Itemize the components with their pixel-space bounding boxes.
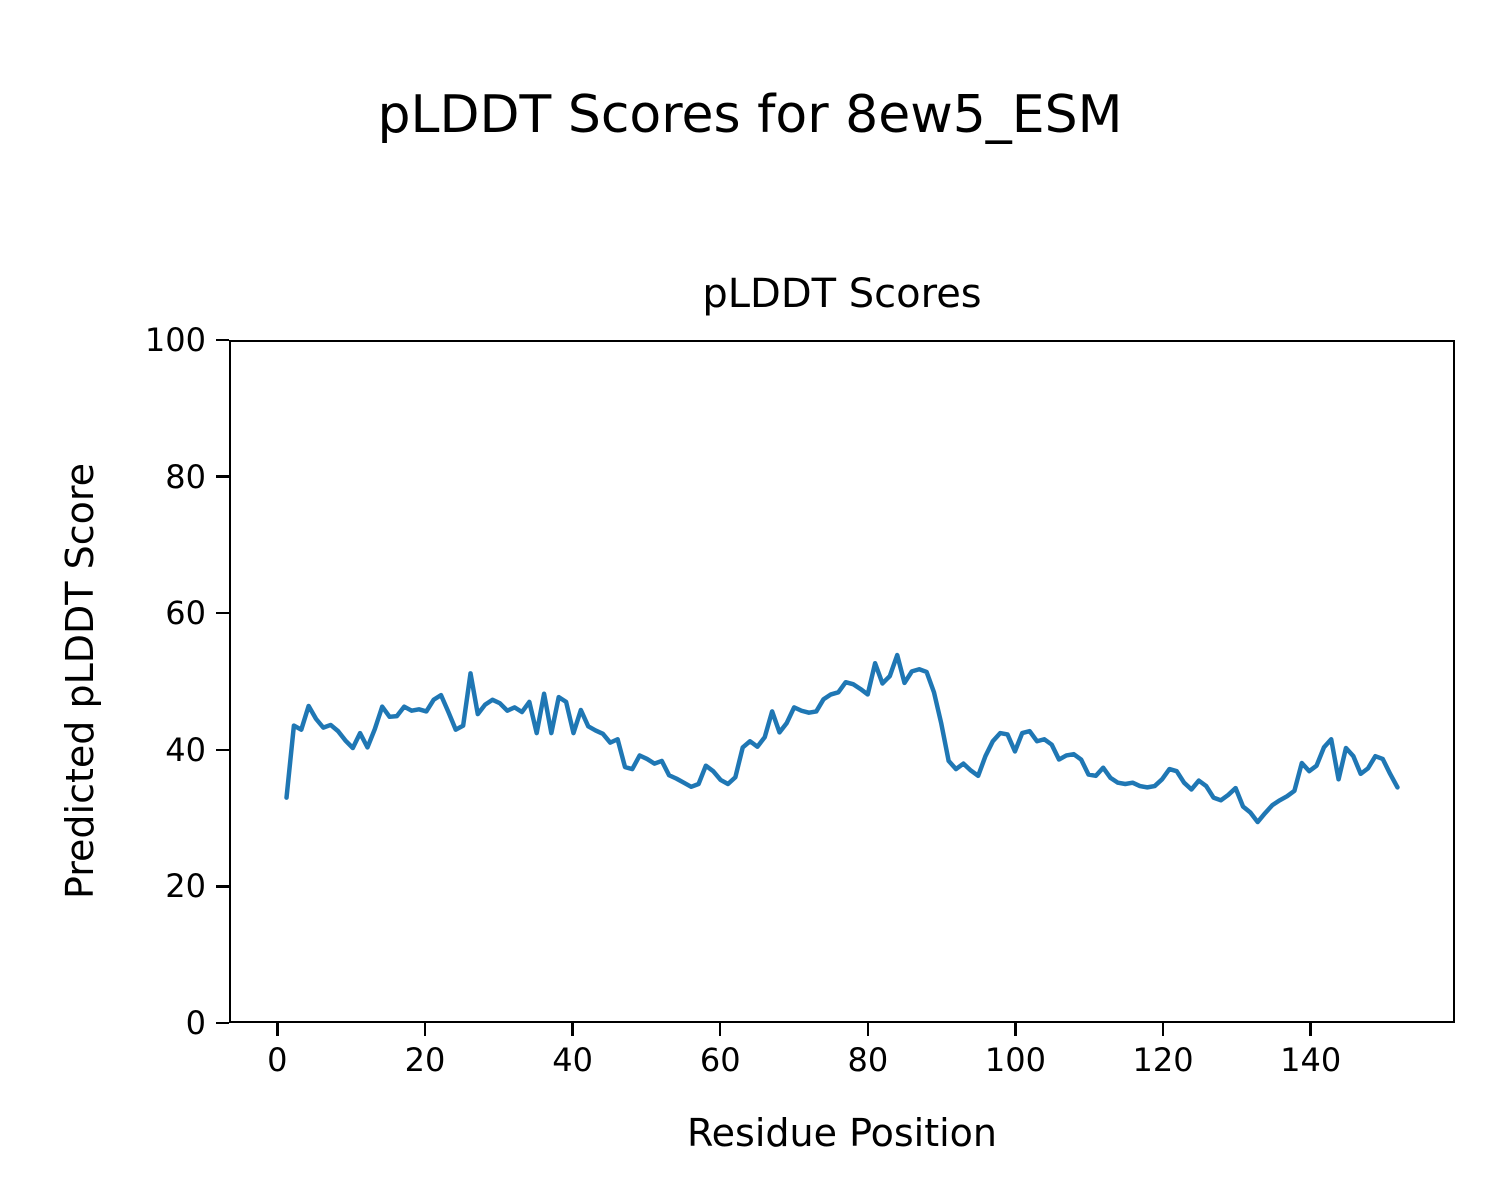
x-tick-mark: [1161, 1023, 1165, 1036]
y-tick-mark: [216, 475, 229, 478]
y-tick-label: 80: [165, 457, 206, 496]
figure-title: pLDDT Scores for 8ew5_ESM: [377, 85, 1123, 145]
y-tick-mark: [216, 1021, 229, 1025]
plddt-line: [284, 652, 1400, 825]
x-tick-mark: [866, 1023, 870, 1036]
y-tick-label: 100: [144, 321, 206, 359]
x-tick-mark: [276, 1023, 279, 1036]
x-tick-label: 80: [847, 1041, 889, 1079]
x-tick-label: 20: [404, 1041, 446, 1079]
axes-title: pLDDT Scores: [702, 271, 982, 317]
x-tick-label: 40: [552, 1041, 593, 1079]
y-tick-mark: [216, 885, 229, 888]
y-tick-mark: [216, 338, 229, 342]
x-axis-label: Residue Position: [686, 1111, 998, 1155]
plot-area: [229, 340, 1455, 1023]
y-tick-mark: [216, 748, 229, 752]
x-tick-mark: [423, 1023, 427, 1036]
x-tick-label: 60: [699, 1041, 741, 1079]
y-tick-label: 40: [165, 730, 206, 769]
x-tick-mark: [571, 1023, 574, 1036]
y-tick-label: 60: [165, 594, 206, 633]
plot-canvas: [284, 652, 1400, 825]
x-tick-label: 120: [1132, 1041, 1194, 1079]
y-axis-label: Predicted pLDDT Score: [58, 463, 102, 899]
x-tick-mark: [1014, 1023, 1017, 1036]
x-tick-label: 0: [267, 1041, 288, 1079]
x-tick-mark: [718, 1023, 722, 1036]
y-tick-mark: [216, 611, 229, 615]
y-tick-label: 0: [185, 1004, 206, 1042]
x-tick-label: 140: [1280, 1041, 1342, 1079]
x-tick-mark: [1309, 1023, 1312, 1036]
y-tick-label: 20: [165, 867, 206, 906]
x-tick-label: 100: [984, 1041, 1046, 1079]
